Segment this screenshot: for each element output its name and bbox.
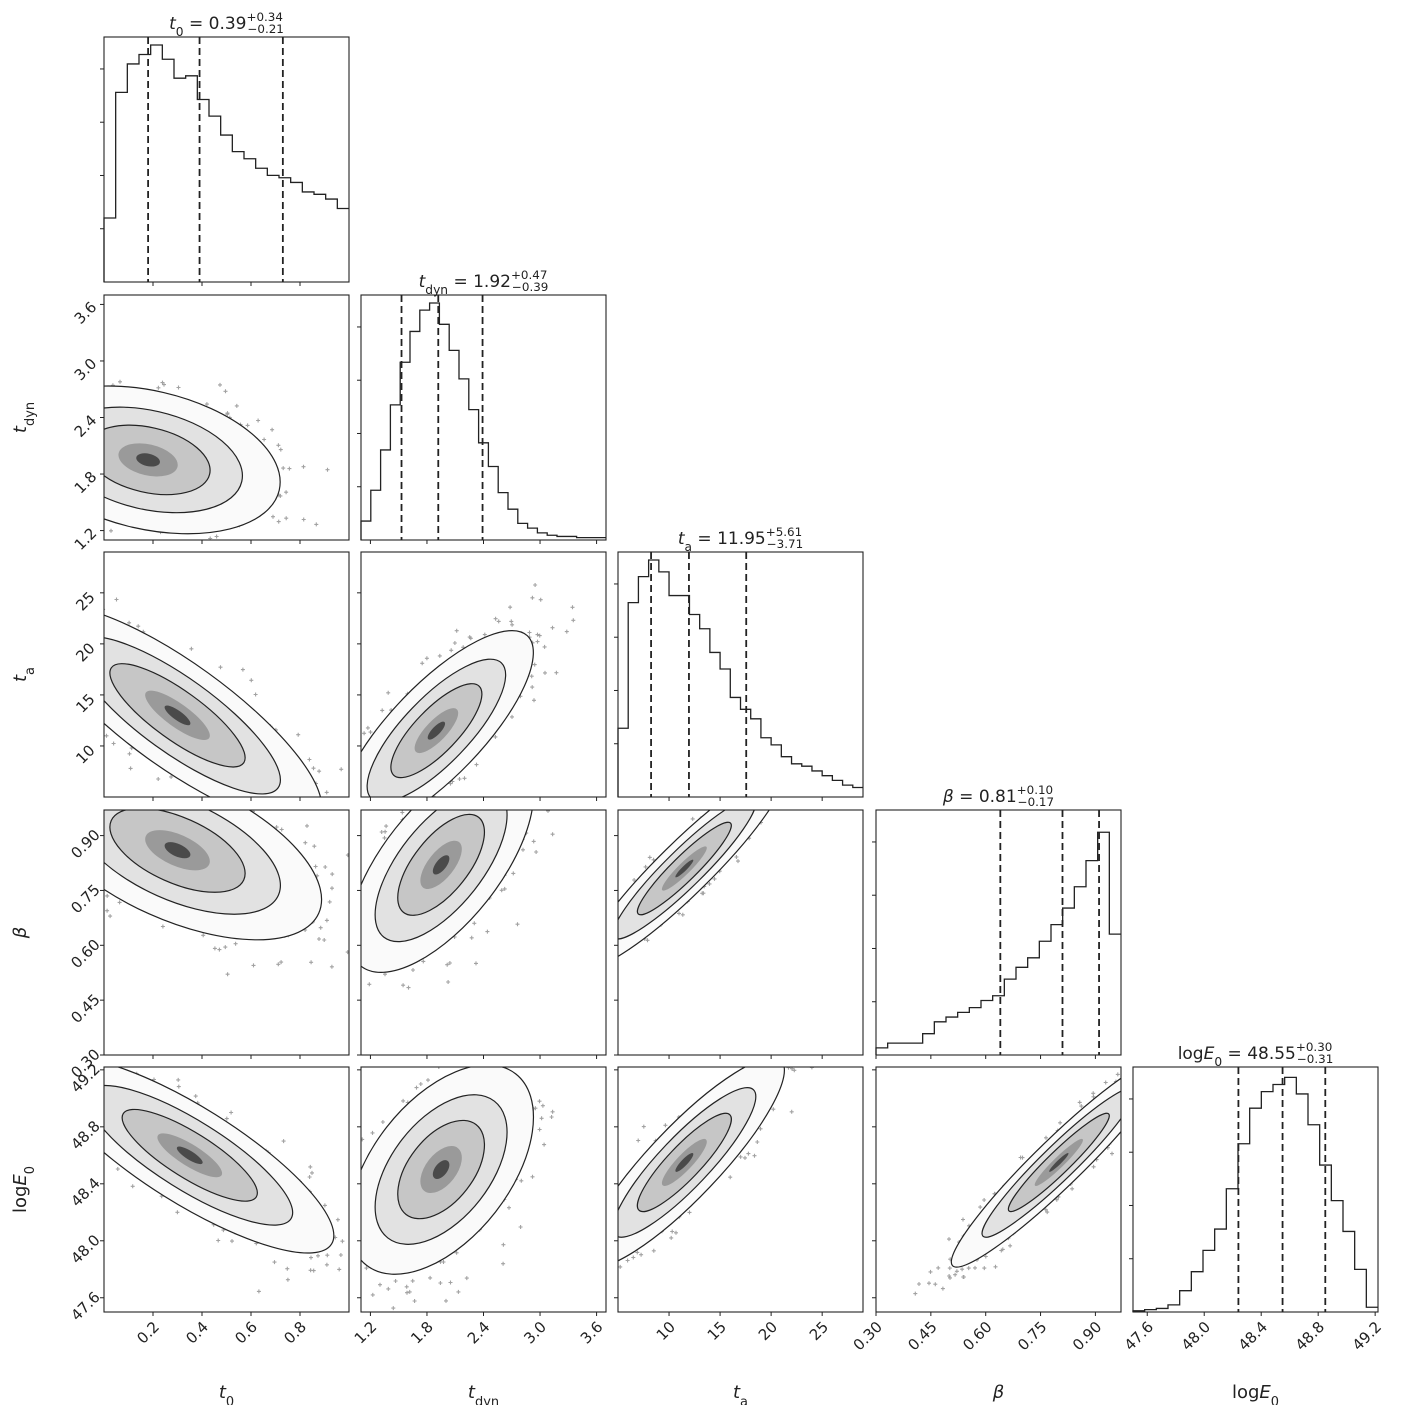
x-tick-label: 15 [704, 1318, 730, 1344]
y-axis-label: tdyn [10, 402, 38, 433]
panel-frame [103, 1066, 350, 1313]
density-panel-tdyn-logE0 [357, 1066, 607, 1316]
y-tick-label: 20 [72, 639, 98, 665]
y-axis-label: logE0 [10, 1166, 38, 1213]
histogram-steps [875, 831, 1121, 1055]
density-panel-t0-logE0 [100, 1066, 350, 1316]
y-tick-label: 47.6 [67, 1288, 103, 1324]
y-tick-label: 0.75 [67, 881, 103, 917]
density-contour-5 [136, 453, 160, 467]
x-tick-label: 48.8 [1292, 1318, 1328, 1354]
x-tick-label: 3.6 [577, 1318, 607, 1348]
panel-frame [617, 809, 864, 1056]
histogram-title: logE0 = 48.55+0.30 −0.31 [1178, 1040, 1334, 1069]
density-contour-5 [432, 855, 450, 875]
y-tick-label: 48.0 [67, 1231, 103, 1267]
y-tick-label: 3.0 [71, 355, 101, 385]
density-panel-t0-tdyn [100, 294, 350, 544]
histogram-steps [1132, 1076, 1378, 1312]
y-tick-label: 0.60 [67, 936, 103, 972]
x-axis-label: β [992, 1382, 1005, 1403]
histogram-title: β = 0.81+0.10 −0.17 [942, 783, 1054, 809]
y-tick-label: 1.2 [71, 524, 101, 554]
panel-frame [103, 809, 350, 1056]
histogram-beta: β = 0.81+0.10 −0.17 [872, 783, 1122, 1059]
histogram-frame [360, 294, 607, 541]
density-panel-t0-beta [100, 809, 350, 1059]
y-tick-label: 15 [72, 690, 98, 716]
density-contour-5 [164, 842, 191, 859]
x-tick-label: 2.4 [464, 1318, 494, 1348]
density-contour-5 [176, 1146, 203, 1165]
histogram-ta: ta = 11.95+5.61 −3.71 [614, 525, 864, 801]
x-tick-label: 0.30 [850, 1318, 886, 1354]
histogram-t0: t0 = 0.39+0.34 −0.21 [100, 10, 350, 286]
y-tick-label: 3.6 [71, 298, 101, 328]
histogram-steps [103, 44, 349, 282]
x-axis-label: ta [733, 1382, 748, 1405]
x-tick-label: 3.0 [520, 1318, 550, 1348]
x-axis-label: tdyn [468, 1382, 499, 1405]
density-contour-5 [1049, 1153, 1069, 1172]
x-tick-label: 48.0 [1178, 1318, 1214, 1354]
x-tick-label: 0.2 [133, 1318, 163, 1348]
x-tick-label: 1.2 [351, 1318, 381, 1348]
histogram-tdyn: tdyn = 1.92+0.47 −0.39 [357, 268, 607, 544]
density-contour-5 [432, 1160, 450, 1179]
density-contour-5 [427, 721, 446, 740]
histogram-frame [1132, 1066, 1379, 1313]
y-tick-label: 0.45 [67, 990, 103, 1026]
density-panel-ta-logE0 [614, 1066, 864, 1316]
y-tick-label: 48.8 [67, 1117, 103, 1153]
histogram-steps [617, 559, 863, 797]
y-axis-label: β [10, 927, 31, 940]
histogram-frame [617, 551, 864, 798]
x-tick-label: 0.8 [280, 1318, 310, 1348]
y-tick-label: 1.8 [71, 468, 101, 498]
density-panel-tdyn-beta [357, 809, 607, 1059]
x-tick-label: 49.2 [1349, 1318, 1385, 1354]
x-tick-label: 0.75 [1014, 1318, 1050, 1354]
histogram-title: ta = 11.95+5.61 −3.71 [678, 525, 803, 554]
y-tick-label: 25 [72, 588, 98, 614]
x-tick-label: 0.45 [904, 1318, 940, 1354]
x-tick-label: 25 [806, 1318, 832, 1344]
histogram-steps [360, 302, 606, 540]
histogram-frame [875, 809, 1122, 1056]
x-axis-label: logE0 [1232, 1382, 1279, 1405]
x-tick-label: 47.6 [1121, 1318, 1157, 1354]
density-panel-tdyn-ta [357, 551, 607, 801]
panel-frame [617, 1066, 864, 1313]
y-tick-label: 10 [72, 741, 98, 767]
x-tick-label: 0.4 [182, 1318, 212, 1348]
panel-frame [875, 1066, 1122, 1313]
y-tick-label: 48.4 [67, 1174, 103, 1210]
panel-frame [103, 551, 350, 798]
histogram-title: tdyn = 1.92+0.47 −0.39 [419, 268, 549, 297]
x-tick-label: 1.8 [407, 1318, 437, 1348]
x-tick-label: 0.6 [231, 1318, 261, 1348]
density-contour-5 [675, 859, 694, 878]
density-panel-ta-beta [614, 809, 864, 1059]
density-panel-beta-logE0 [872, 1066, 1122, 1316]
x-tick-label: 10 [653, 1318, 679, 1344]
x-axis-label: t0 [219, 1382, 234, 1405]
histogram-title: t0 = 0.39+0.34 −0.21 [169, 10, 284, 39]
x-tick-label: 48.4 [1235, 1318, 1271, 1354]
histogram-frame [103, 36, 350, 283]
x-tick-label: 0.90 [1069, 1318, 1105, 1354]
y-tick-label: 0.90 [67, 826, 103, 862]
density-panel-t0-ta [100, 551, 350, 801]
density-contour-5 [164, 705, 191, 726]
y-axis-label: ta [10, 667, 38, 682]
density-contour-5 [675, 1153, 694, 1172]
y-tick-label: 2.4 [71, 411, 101, 441]
histogram-logE0: logE0 = 48.55+0.30 −0.31 [1129, 1040, 1379, 1316]
x-tick-label: 0.60 [959, 1318, 995, 1354]
x-tick-label: 20 [755, 1318, 781, 1344]
